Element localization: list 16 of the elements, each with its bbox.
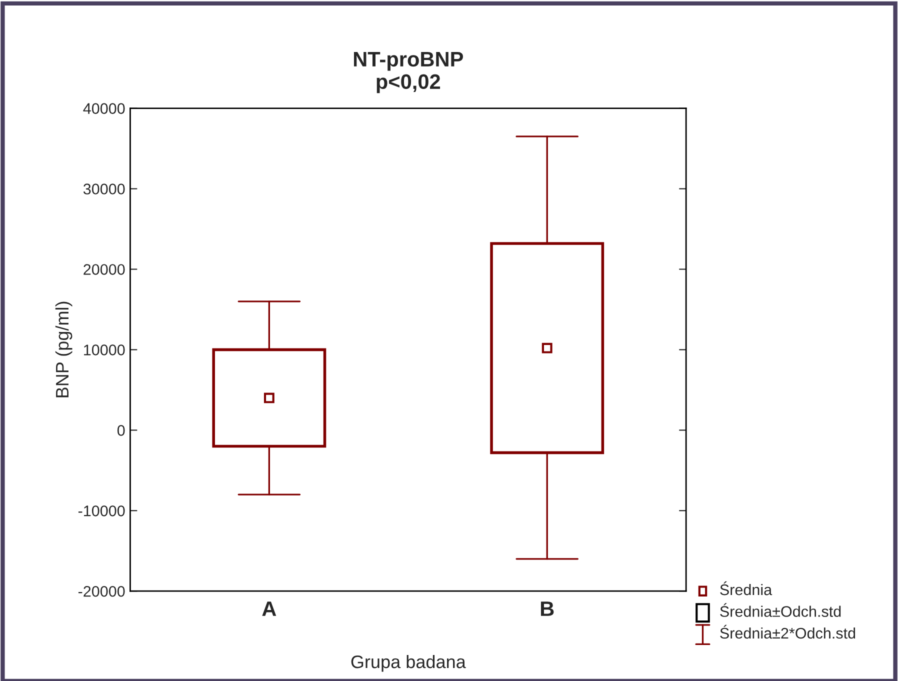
x-axis-title: Grupa badana xyxy=(351,654,466,672)
y-tick-label: 40000 xyxy=(83,103,125,114)
y-tick-label: 30000 xyxy=(83,184,125,194)
y-axis-title: BNP (pg/ml) xyxy=(55,302,72,398)
chart-subtitle: p<0,02 xyxy=(376,74,440,94)
x-tick-label: B xyxy=(540,602,554,616)
y-tick-label: -20000 xyxy=(78,586,125,597)
y-tick-label: -10000 xyxy=(78,506,125,516)
y-tick-label: 20000 xyxy=(84,264,125,275)
text: Średnia xyxy=(720,581,772,596)
text: Średnia±Odch.std xyxy=(720,603,841,617)
x-tick-label: A xyxy=(262,602,276,616)
text: Średnia±2*Odch.std xyxy=(720,624,856,639)
chart-title: NT-proBNP xyxy=(354,52,463,71)
y-tick-label: 0 xyxy=(117,425,125,436)
y-tick-label: 10000 xyxy=(84,344,125,356)
